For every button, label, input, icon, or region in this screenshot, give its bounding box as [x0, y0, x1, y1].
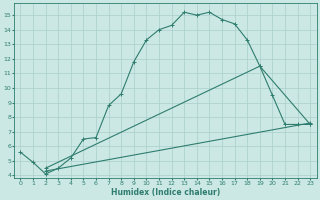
X-axis label: Humidex (Indice chaleur): Humidex (Indice chaleur) — [111, 188, 220, 197]
